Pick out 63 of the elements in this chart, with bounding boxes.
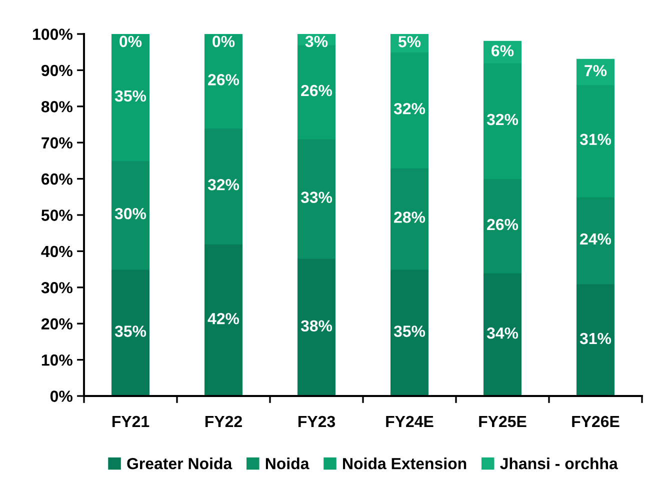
data-label: 28%: [394, 212, 426, 223]
bar: [576, 283, 615, 396]
bar: [576, 84, 615, 198]
y-tick-label: 30%: [41, 282, 72, 294]
x-tick-label: FY25E: [479, 416, 526, 428]
x-tick-label: FY24E: [386, 416, 434, 428]
x-tick-label: FY26E: [572, 416, 620, 428]
bar: [111, 268, 150, 396]
x-tick-label: FY23: [298, 416, 336, 428]
bar: [576, 58, 615, 86]
data-label: 31%: [580, 332, 612, 344]
y-tick-label: 50%: [41, 210, 72, 221]
legend-label: Jhansi - orchha: [500, 458, 618, 470]
data-label: 34%: [486, 327, 518, 339]
y-tick-label: 80%: [41, 101, 72, 112]
legend-label: Noida Extension: [343, 458, 466, 470]
data-label: 42%: [208, 312, 240, 324]
data-label: 35%: [114, 90, 146, 102]
data-label: 6%: [492, 45, 514, 56]
y-tick-label: 70%: [42, 137, 72, 149]
bar: [576, 196, 615, 284]
y-tick-label: 0%: [50, 390, 72, 402]
data-label: 32%: [486, 114, 518, 126]
bar: [111, 160, 150, 270]
bar: [204, 34, 243, 129]
bar: [483, 62, 522, 180]
data-label: 32%: [208, 179, 240, 190]
bar: [204, 128, 243, 244]
data-label: 35%: [114, 326, 146, 337]
bar: [297, 258, 336, 396]
data-label: 35%: [394, 326, 426, 337]
legend-label: Greater Noida: [127, 458, 232, 470]
data-label: 5%: [398, 36, 421, 48]
bar: [390, 268, 429, 396]
data-label: 24%: [580, 233, 612, 245]
bar: [204, 244, 243, 396]
data-label: 3%: [305, 36, 328, 48]
data-label: 33%: [300, 192, 332, 204]
data-label: 0%: [120, 36, 142, 48]
x-tick-label: FY22: [205, 416, 242, 428]
data-label: 30%: [114, 208, 146, 220]
data-label: 26%: [208, 74, 240, 86]
y-tick-label: 20%: [41, 318, 72, 330]
bar: [390, 52, 429, 168]
y-tick-label: 90%: [41, 64, 72, 76]
data-label: 38%: [300, 320, 332, 332]
x-tick-label: FY21: [112, 416, 150, 428]
y-tick-label: 10%: [42, 354, 72, 366]
bar: [390, 168, 429, 270]
y-tick-label: 40%: [41, 246, 72, 258]
bar: [297, 138, 336, 259]
data-label: 32%: [394, 102, 426, 114]
data-label: 0%: [212, 36, 235, 48]
y-tick-label: 100%: [33, 28, 72, 40]
data-label: 26%: [487, 218, 518, 230]
bar: [111, 34, 150, 162]
y-tick-label: 60%: [42, 173, 72, 185]
bar: [483, 178, 522, 274]
data-label: 26%: [301, 84, 332, 96]
bar: [483, 272, 522, 396]
data-label: 31%: [580, 134, 612, 146]
data-label: 7%: [584, 65, 607, 76]
legend-label: Noida: [266, 458, 310, 470]
